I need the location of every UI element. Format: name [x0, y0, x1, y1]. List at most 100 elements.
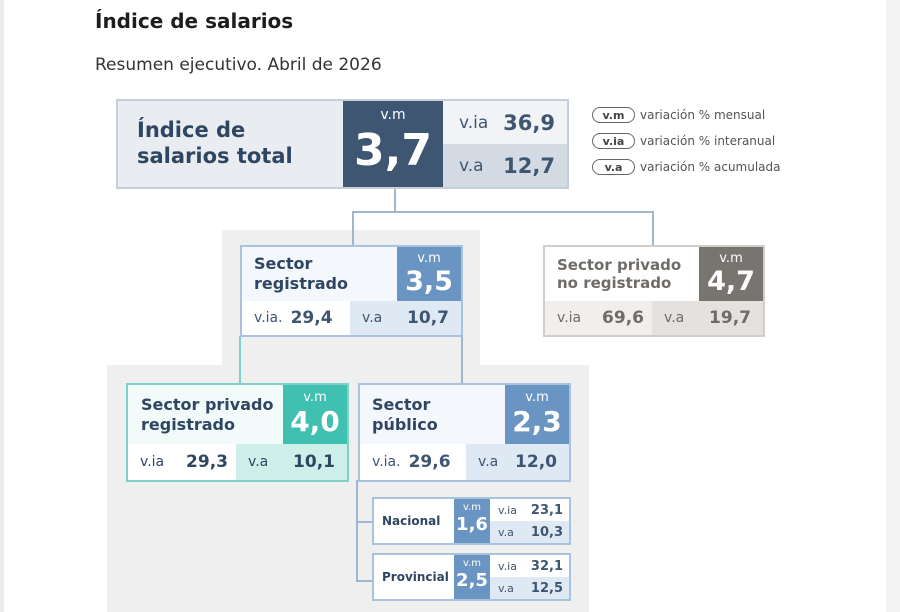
privado-registrado-monthly-box: v.m 4,0: [283, 385, 347, 444]
provincial-va-value: 12,5: [530, 580, 563, 596]
provincial-monthly-box: v.m 2,5: [454, 555, 490, 599]
no-registrado-label: Sector privado no registrado: [545, 247, 699, 301]
nacional-va-value: 10,3: [530, 524, 563, 540]
registrado-va-value: 10,7: [407, 308, 449, 328]
privado-registrado-acumulada-cell: v.a 10,1: [236, 444, 347, 480]
no-registrado-va-tag: v.a: [664, 310, 685, 326]
no-registrado-vm-value: 4,7: [707, 266, 755, 297]
privado-registrado-va-tag: v.a: [248, 454, 269, 470]
registrado-interanual-cell: v.ia. 29,4: [242, 301, 350, 335]
nacional-va-tag: v.a: [498, 525, 514, 539]
legend-text-va: variación % acumulada: [640, 160, 781, 174]
nacional-via-value: 23,1: [530, 502, 563, 518]
registrado-card: Sector registrado v.m 3,5 v.ia. 29,4 v.a…: [240, 245, 463, 337]
no-registrado-card: Sector privado no registrado v.m 4,7 v.i…: [543, 245, 765, 337]
connector-to-publico: [461, 336, 463, 384]
total-via-tag: v.ia: [459, 112, 489, 133]
legend-item-va: v.a variación % acumulada: [592, 159, 781, 175]
registrado-via-tag: v.ia.: [254, 310, 283, 326]
registrado-via-value: 29,4: [290, 308, 333, 328]
total-va-value: 12,7: [503, 153, 555, 178]
legend-tag-via: v.ia: [592, 133, 635, 149]
connector-publico-branch: [356, 480, 358, 582]
publico-vm-value: 2,3: [512, 405, 562, 438]
registrado-label-line1: Sector: [254, 254, 313, 274]
publico-va-value: 12,0: [515, 452, 557, 472]
total-vm-tag: v.m: [380, 107, 406, 123]
provincial-card: Provincial v.m 2,5 v.ia 32,1 v.a 12,5: [372, 553, 571, 601]
provincial-vm-tag: v.m: [462, 558, 482, 569]
no-registrado-label-line2: no registrado: [557, 274, 672, 292]
connector-horizontal: [352, 211, 653, 213]
privado-registrado-label-line1: Sector privado: [141, 394, 274, 414]
no-registrado-via-value: 69,6: [602, 308, 644, 328]
publico-monthly-box: v.m 2,3: [505, 385, 569, 444]
right-page-edge: [886, 0, 900, 612]
connector-to-registrado: [352, 211, 354, 246]
publico-card: Sector público v.m 2,3 v.ia. 29,6 v.a 12…: [358, 383, 571, 482]
privado-registrado-via-value: 29,3: [186, 452, 228, 472]
privado-registrado-interanual-cell: v.ia 29,3: [128, 444, 236, 480]
provincial-interanual-cell: v.ia 32,1: [490, 555, 569, 577]
total-vm-value: 3,7: [354, 125, 432, 176]
publico-label-line1: Sector: [372, 394, 431, 414]
no-registrado-interanual-cell: v.ia 69,6: [545, 301, 652, 335]
legend-text-vm: variación % mensual: [640, 108, 766, 122]
privado-registrado-label: Sector privado registrado: [128, 385, 283, 444]
total-index-card: Índice de salarios total v.m 3,7 v.ia 36…: [116, 99, 569, 189]
privado-registrado-label-line2: registrado: [141, 414, 235, 434]
nacional-vm-value: 1,6: [456, 514, 488, 535]
legend-item-via: v.ia variación % interanual: [592, 133, 781, 149]
left-page-edge: [0, 0, 4, 612]
no-registrado-vm-tag: v.m: [719, 251, 743, 266]
provincial-label: Provincial: [382, 569, 449, 584]
nacional-interanual-cell: v.ia 23,1: [490, 499, 569, 521]
provincial-via-tag: v.ia: [498, 559, 517, 573]
privado-registrado-vm-tag: v.m: [303, 390, 327, 405]
registrado-monthly-box: v.m 3,5: [397, 247, 461, 301]
registrado-vm-value: 3,5: [405, 266, 453, 297]
privado-registrado-via-tag: v.ia: [140, 454, 165, 470]
registrado-acumulada-cell: v.a 10,7: [350, 301, 461, 335]
publico-vm-tag: v.m: [525, 390, 549, 405]
privado-registrado-card: Sector privado registrado v.m 4,0 v.ia 2…: [126, 383, 349, 482]
page-title: Índice de salarios: [95, 9, 294, 33]
no-registrado-va-value: 19,7: [709, 308, 751, 328]
provincial-va-tag: v.a: [498, 581, 514, 595]
no-registrado-via-tag: v.ia: [557, 310, 582, 326]
nacional-card: Nacional v.m 1,6 v.ia 23,1 v.a 10,3: [372, 497, 571, 545]
publico-label-line2: público: [372, 414, 438, 434]
registrado-label: Sector registrado: [242, 247, 397, 301]
total-index-label-line2: salarios total: [137, 144, 293, 168]
publico-acumulada-cell: v.a 12,0: [466, 444, 569, 480]
connector-to-provincial: [356, 580, 372, 582]
registrado-va-tag: v.a: [362, 310, 383, 326]
legend-item-vm: v.m variación % mensual: [592, 107, 781, 123]
total-via-value: 36,9: [503, 110, 555, 135]
total-monthly-box: v.m 3,7: [343, 101, 443, 187]
nacional-monthly-box: v.m 1,6: [454, 499, 490, 543]
legend-text-via: variación % interanual: [640, 134, 776, 148]
total-index-label-line1: Índice de: [137, 118, 246, 143]
publico-interanual-cell: v.ia. 29,6: [360, 444, 466, 480]
total-index-label: Índice de salarios total: [118, 101, 343, 187]
total-acumulada-row: v.a 12,7: [443, 144, 567, 187]
nacional-acumulada-cell: v.a 10,3: [490, 521, 569, 543]
total-interanual-row: v.ia 36,9: [443, 101, 567, 144]
provincial-vm-value: 2,5: [456, 570, 488, 591]
connector-to-privado-registrado: [239, 336, 241, 384]
publico-label: Sector público: [360, 385, 505, 444]
connector-to-no-registrado: [652, 211, 654, 246]
connector-total-down: [394, 188, 396, 212]
nacional-via-tag: v.ia: [498, 503, 517, 517]
nacional-vm-tag: v.m: [462, 502, 482, 513]
nacional-label: Nacional: [382, 513, 441, 528]
publico-va-tag: v.a: [478, 454, 499, 470]
privado-registrado-va-value: 10,1: [293, 452, 335, 472]
no-registrado-acumulada-cell: v.a 19,7: [652, 301, 763, 335]
no-registrado-monthly-box: v.m 4,7: [699, 247, 763, 301]
legend-tag-vm: v.m: [592, 107, 635, 123]
no-registrado-label-line1: Sector privado: [557, 255, 682, 274]
legend: v.m variación % mensual v.ia variación %…: [592, 107, 781, 175]
registrado-label-line2: registrado: [254, 274, 348, 293]
